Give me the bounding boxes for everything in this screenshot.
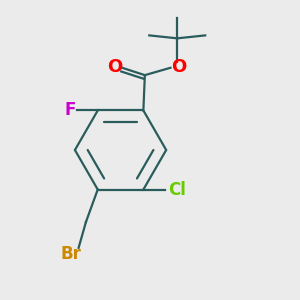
Text: F: F — [65, 101, 76, 119]
Text: O: O — [171, 58, 186, 76]
Text: Br: Br — [61, 245, 82, 263]
Text: Cl: Cl — [168, 181, 186, 199]
Text: O: O — [107, 58, 122, 76]
